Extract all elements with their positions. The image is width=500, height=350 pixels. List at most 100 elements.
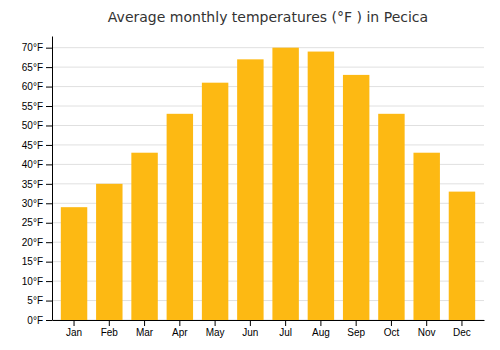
x-tick-label: Mar <box>136 327 154 338</box>
y-tick: 50°F <box>22 120 52 131</box>
x-tick: Jun <box>242 320 258 338</box>
grid <box>52 48 484 320</box>
y-tick-label: 25°F <box>22 217 43 228</box>
x-tick-label: Jun <box>242 327 258 338</box>
y-tick-mark <box>46 145 52 146</box>
y-tick: 30°F <box>22 198 52 209</box>
grid-line <box>52 144 484 145</box>
y-tick: 65°F <box>22 62 52 73</box>
x-tick-mark <box>179 320 180 326</box>
x-tick-label: Jan <box>66 327 82 338</box>
bar <box>343 75 369 320</box>
bar <box>96 184 122 320</box>
y-tick: 55°F <box>22 101 52 112</box>
y-tick-label: 65°F <box>22 62 43 73</box>
y-tick: 45°F <box>22 140 52 151</box>
bar <box>131 153 157 320</box>
y-tick-label: 45°F <box>22 140 43 151</box>
x-tick-label: Oct <box>384 327 400 338</box>
x-tick: Mar <box>136 320 154 338</box>
y-tick: 20°F <box>22 237 52 248</box>
bars <box>61 48 475 320</box>
plot: 0°F 5°F 10°F 15°F 20°F 25°F 30°F 35°F 40°F 45°F 50… <box>22 37 485 339</box>
y-tick: 60°F <box>22 81 52 92</box>
grid-line <box>52 86 484 87</box>
y-tick-mark <box>46 203 52 204</box>
x-tick-mark <box>356 320 357 326</box>
y-tick: 5°F <box>27 295 52 306</box>
y-tick-label: 15°F <box>22 256 43 267</box>
x-tick-mark <box>285 320 286 326</box>
y-axis: 0°F 5°F 10°F 15°F 20°F 25°F 30°F 35°F 40°F 45°F 50… <box>22 37 53 326</box>
y-tick-mark <box>46 164 52 165</box>
y-axis-line <box>52 37 53 321</box>
y-tick-mark <box>46 125 52 126</box>
x-tick: Nov <box>418 320 436 338</box>
x-tick: Aug <box>312 320 330 338</box>
x-tick-mark <box>461 320 462 326</box>
bar <box>202 83 228 320</box>
x-tick-mark <box>74 320 75 326</box>
title: Average monthly temperatures (°F ) in Pe… <box>108 9 428 25</box>
bar <box>413 153 439 320</box>
y-tick-label: 50°F <box>22 120 43 131</box>
grid-line <box>52 106 484 107</box>
y-tick: 0°F <box>27 315 52 326</box>
y-tick-mark <box>46 320 52 321</box>
x-tick-label: Nov <box>418 327 436 338</box>
x-tick-mark <box>250 320 251 326</box>
bar <box>272 48 298 320</box>
y-tick-mark <box>46 184 52 185</box>
x-axis-line <box>53 320 485 321</box>
bar <box>378 114 404 320</box>
y-tick-label: 70°F <box>22 42 43 53</box>
y-tick-label: 30°F <box>22 198 43 209</box>
bar <box>308 52 334 320</box>
x-tick-label: Jul <box>279 327 292 338</box>
y-tick-mark <box>46 301 52 302</box>
y-tick-mark <box>46 87 52 88</box>
y-tick-label: 20°F <box>22 237 43 248</box>
x-tick-mark <box>109 320 110 326</box>
y-tick: 25°F <box>22 217 52 228</box>
bar <box>449 192 475 320</box>
y-tick-label: 55°F <box>22 101 43 112</box>
x-axis: Jan Feb Mar Apr May Jun Jul Aug Sep Oct Nov Dec <box>53 320 485 338</box>
bar <box>237 59 263 320</box>
x-tick-label: Aug <box>312 327 330 338</box>
x-tick-label: Feb <box>101 327 119 338</box>
y-tick-label: 10°F <box>22 276 43 287</box>
y-tick: 40°F <box>22 159 52 170</box>
x-tick-label: Sep <box>347 327 365 338</box>
y-tick-label: 0°F <box>27 315 43 326</box>
x-tick: Feb <box>101 320 119 338</box>
x-tick-label: May <box>206 327 225 338</box>
x-tick-mark <box>215 320 216 326</box>
x-tick: May <box>206 320 225 338</box>
x-tick-label: Dec <box>453 327 471 338</box>
chart: 0°F 5°F 10°F 15°F 20°F 25°F 30°F 35°F 40°F 45°F 50… <box>0 0 500 350</box>
y-tick-label: 40°F <box>22 159 43 170</box>
bar <box>167 114 193 320</box>
x-tick: Jul <box>279 320 292 338</box>
y-tick-mark <box>46 223 52 224</box>
y-tick-mark <box>46 281 52 282</box>
y-tick: 35°F <box>22 179 52 190</box>
y-tick: 15°F <box>22 256 52 267</box>
y-tick-label: 5°F <box>27 295 43 306</box>
grid-line <box>52 67 484 68</box>
y-tick-label: 35°F <box>22 179 43 190</box>
y-tick-mark <box>46 67 52 68</box>
x-tick-label: Apr <box>172 327 188 338</box>
grid-line <box>52 47 484 48</box>
y-tick-mark <box>46 262 52 263</box>
x-tick-mark <box>144 320 145 326</box>
x-tick: Apr <box>172 320 188 338</box>
bar <box>61 207 87 320</box>
grid-line <box>52 125 484 126</box>
x-tick-mark <box>426 320 427 326</box>
x-tick: Sep <box>347 320 365 338</box>
x-tick-mark <box>391 320 392 326</box>
y-tick: 70°F <box>22 42 52 53</box>
x-tick-mark <box>320 320 321 326</box>
